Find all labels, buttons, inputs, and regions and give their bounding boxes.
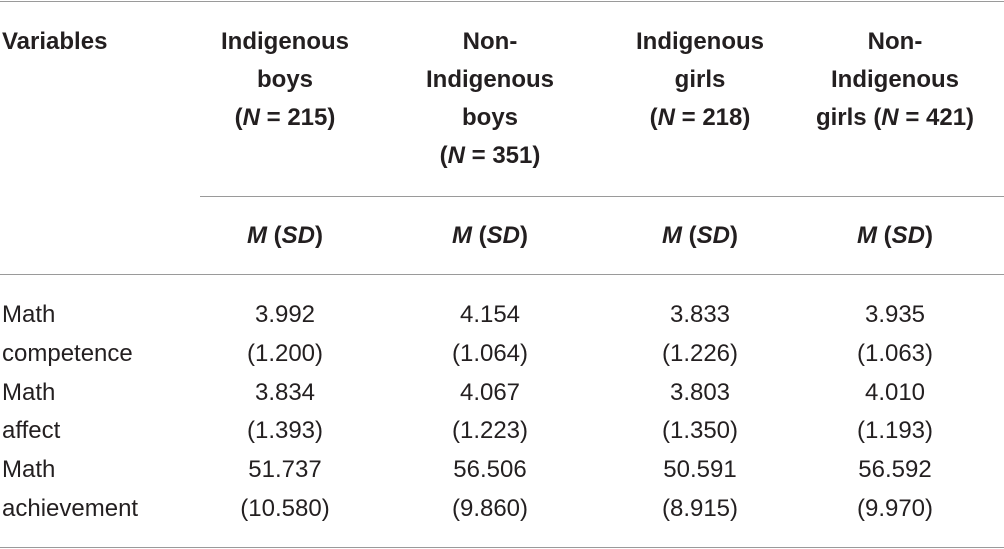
header-line: girls: [675, 66, 726, 94]
header-line: (N = 215): [235, 104, 336, 132]
value-cell: 4.067: [459, 378, 521, 406]
text-part: ): [520, 222, 529, 249]
text-part: Indigenous: [221, 28, 349, 55]
value-cell: (1.350): [661, 417, 739, 445]
text-part: = 421): [898, 104, 975, 131]
text-part: Non-: [867, 28, 923, 55]
text-part: Indigenous: [636, 28, 764, 55]
text-part: (: [234, 104, 243, 131]
header-line: Variables: [2, 28, 107, 56]
header-line: Non-: [463, 28, 518, 56]
value-cell: 56.506: [453, 456, 527, 484]
header-line: Indigenous: [426, 66, 554, 94]
text-part: Non-: [462, 28, 518, 55]
bottom-rule: [0, 547, 1004, 548]
variable-name: achievement: [2, 495, 139, 522]
value-cell: (1.226): [661, 339, 739, 367]
subheader-rule: [0, 274, 1004, 275]
value-cell: (1.064): [451, 339, 529, 367]
text-part: (: [649, 104, 658, 131]
text-part: = 351): [464, 142, 541, 169]
text-part: = 218): [674, 104, 751, 131]
text-part: SD: [696, 222, 731, 249]
text-part: (: [681, 222, 697, 249]
text-part: = 215): [259, 104, 336, 131]
value-cell: (1.200): [246, 339, 324, 367]
text-part: N: [447, 142, 465, 169]
text-part: girls: [674, 66, 726, 93]
header-line: Non-: [868, 28, 923, 56]
subheader: M (SD): [857, 222, 933, 250]
text-part: boys: [256, 66, 314, 93]
value-cell: 56.592: [858, 456, 932, 484]
header-line: Indigenous: [221, 28, 349, 56]
header-line: (N = 218): [650, 104, 751, 132]
value-cell: (1.063): [856, 339, 934, 367]
variable-name: Math: [2, 456, 56, 484]
text-part: boys: [461, 104, 519, 131]
header-line: girls (N = 421): [816, 104, 974, 132]
text-part: ): [730, 222, 739, 249]
subheader: M (SD): [662, 222, 738, 250]
subheader: M (SD): [452, 222, 528, 250]
header-line: (N = 351): [440, 142, 541, 170]
value-cell: 3.834: [254, 378, 316, 406]
text-part: (: [876, 222, 892, 249]
value-cell: 3.803: [669, 378, 731, 406]
text-part: Indigenous: [426, 66, 554, 93]
text-part: ): [925, 222, 934, 249]
value-cell: (9.970): [856, 495, 934, 522]
header-line: boys: [257, 66, 313, 94]
value-cell: (9.860): [451, 495, 529, 522]
value-cell: 3.992: [254, 301, 316, 328]
text-part: SD: [486, 222, 521, 249]
header-line: Indigenous: [831, 66, 959, 94]
value-cell: 3.935: [864, 301, 926, 328]
variable-name: Math: [2, 378, 56, 406]
text-part: (: [266, 222, 282, 249]
text-part: M: [856, 222, 877, 249]
value-cell: 51.737: [248, 456, 322, 484]
header-line: boys: [462, 104, 518, 132]
subheader: M (SD): [247, 222, 323, 250]
variable-name: affect: [2, 417, 61, 445]
text-part: M: [661, 222, 682, 249]
value-cell: 4.010: [864, 378, 926, 406]
header-line: Indigenous: [636, 28, 764, 56]
variable-name: competence: [2, 339, 133, 367]
text-part: ): [315, 222, 324, 249]
text-part: SD: [891, 222, 926, 249]
text-part: M: [246, 222, 267, 249]
value-cell: 4.154: [459, 301, 521, 328]
text-part: girls (: [815, 104, 882, 131]
value-cell: (10.580): [240, 495, 330, 522]
value-cell: (1.393): [246, 417, 324, 445]
text-part: N: [881, 104, 899, 131]
variable-name: Math: [2, 301, 56, 328]
text-part: N: [657, 104, 675, 131]
value-cell: 50.591: [663, 456, 737, 484]
text-part: (: [471, 222, 487, 249]
header-rule: [200, 196, 1004, 197]
value-cell: (1.223): [451, 417, 529, 445]
text-part: Indigenous: [831, 66, 959, 93]
value-cell: (8.915): [661, 495, 739, 522]
value-cell: (1.193): [856, 417, 934, 445]
value-cell: 3.833: [669, 301, 731, 328]
text-part: Variables: [2, 28, 108, 55]
top-rule: [0, 1, 1004, 2]
text-part: M: [451, 222, 472, 249]
text-part: SD: [281, 222, 316, 249]
text-part: (: [439, 142, 448, 169]
text-part: N: [242, 104, 260, 131]
